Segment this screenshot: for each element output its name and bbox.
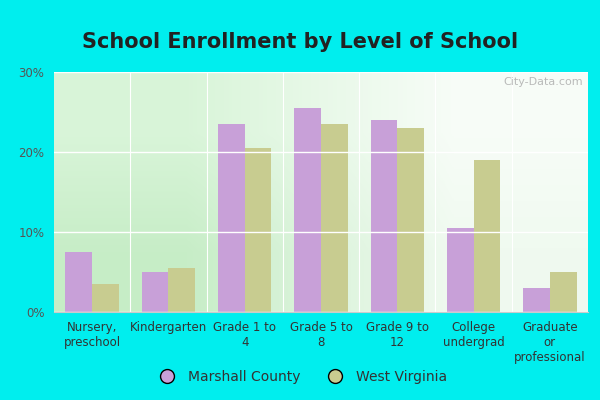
Bar (447, 228, 473, 312)
Text: City-Data.com: City-Data.com (503, 77, 583, 87)
Bar (295, 108, 321, 312)
Bar (169, 268, 195, 312)
Bar (397, 128, 424, 312)
Bar (218, 124, 245, 312)
Bar (473, 160, 500, 312)
Text: School Enrollment by Level of School: School Enrollment by Level of School (82, 32, 518, 52)
Bar (245, 148, 271, 312)
Legend: Marshall County, West Virginia: Marshall County, West Virginia (148, 364, 452, 389)
Bar (371, 120, 397, 312)
Bar (550, 272, 577, 312)
Bar (523, 288, 550, 312)
Bar (65, 252, 92, 312)
Bar (321, 124, 348, 312)
Bar (92, 284, 119, 312)
Bar (142, 272, 169, 312)
